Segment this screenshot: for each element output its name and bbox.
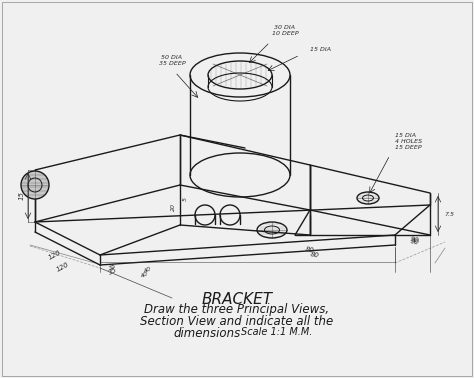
Text: Section View and indicate all the: Section View and indicate all the	[140, 315, 334, 328]
Text: 15: 15	[19, 192, 25, 200]
Text: BRACKET: BRACKET	[201, 292, 273, 307]
Text: Scale 1:1 M.M.: Scale 1:1 M.M.	[241, 327, 313, 337]
Text: 40: 40	[143, 266, 153, 274]
Text: 5: 5	[182, 197, 188, 201]
Text: 80: 80	[310, 251, 320, 259]
Text: 120: 120	[55, 261, 70, 273]
Text: 20: 20	[171, 203, 175, 211]
Text: dimensions: dimensions	[173, 327, 241, 340]
Text: 50 DIA
35 DEEP: 50 DIA 35 DEEP	[159, 55, 185, 66]
Text: 7.5: 7.5	[444, 212, 454, 217]
Text: 30 DIA
10 DEEP: 30 DIA 10 DEEP	[272, 25, 298, 36]
Text: 15 DIA: 15 DIA	[310, 47, 331, 52]
Text: Draw the three Principal Views,: Draw the three Principal Views,	[145, 303, 329, 316]
Ellipse shape	[21, 171, 49, 199]
Text: 90: 90	[410, 236, 420, 244]
Text: 40: 40	[140, 271, 150, 279]
Text: 35: 35	[108, 263, 118, 271]
Text: 120: 120	[47, 249, 63, 261]
Text: 80: 80	[305, 246, 315, 254]
Text: 35: 35	[108, 266, 118, 276]
Text: 90: 90	[410, 238, 420, 246]
Text: 15 DIA
4 HOLES
15 DEEP: 15 DIA 4 HOLES 15 DEEP	[395, 133, 422, 150]
